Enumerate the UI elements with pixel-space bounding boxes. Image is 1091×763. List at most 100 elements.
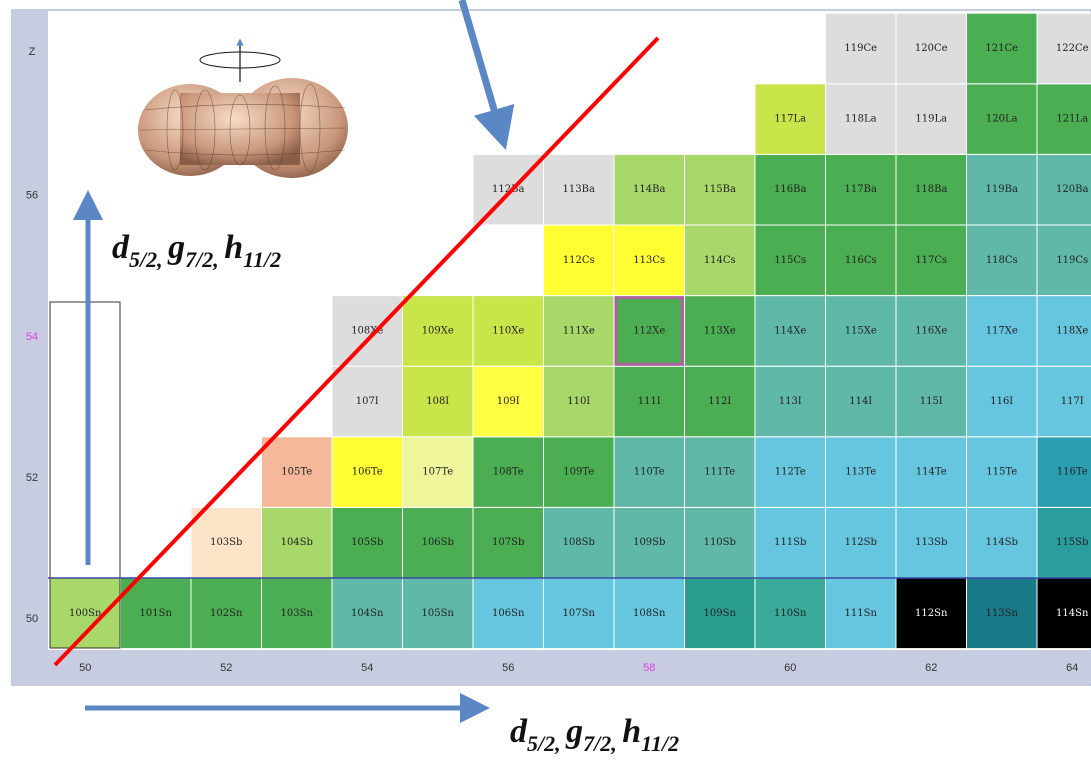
nuclide-label: 103Sb (210, 537, 242, 548)
nuclide-label: 111Sb (774, 537, 806, 548)
nuclide-label: 121La (1056, 114, 1088, 125)
nuclide-label: 109Te (563, 467, 594, 478)
orbital-label: d5/2, g7/2, h11/2 (510, 713, 679, 756)
nuclide-label: 122Ce (1056, 43, 1089, 54)
nuclide-label: 112Cs (563, 255, 595, 266)
nuclide-label: 105Sn (422, 608, 455, 619)
nuclide-label: 109Sb (633, 537, 665, 548)
nuclide-label: 112I (708, 396, 731, 407)
nuclide-label: 117I (1061, 396, 1084, 407)
orbital-subscript: 7/2, (583, 731, 622, 756)
nuclide-label: 115Xe (845, 325, 877, 336)
nuclide-label: 114Sn (1056, 608, 1089, 619)
nuclide-label: 109Sn (704, 608, 737, 619)
nuclide-label: 114I (849, 396, 872, 407)
nuclide-label: 117Cs (915, 255, 947, 266)
orbital-letter: d (510, 713, 528, 750)
nuclide-label: 115I (920, 396, 943, 407)
nuclide-label: 102Sn (210, 608, 243, 619)
nuclide-label: 117Ba (845, 184, 877, 195)
z-tick-label: 52 (26, 472, 38, 484)
nuclide-chart: 100Sn 101Sn 102Sn 103Sn 104Sn 105Sn 106Sn 107Sn… (0, 0, 1091, 763)
orbital-subscript: 7/2, (185, 247, 224, 272)
nuclide-label: 119La (915, 114, 947, 125)
nuclide-label: 106Sn (492, 608, 525, 619)
nuclide-label: 106Sb (422, 537, 454, 548)
nuclide-label: 117Xe (986, 325, 1018, 336)
nuclide-label: 120Ba (1056, 184, 1088, 195)
nuclide-label: 113Sb (915, 537, 947, 548)
nuclide-label: 110I (567, 396, 590, 407)
nuclide-label: 115Te (986, 467, 1017, 478)
n-tick-label: 54 (361, 662, 373, 674)
nuclide-label: 112Te (775, 467, 806, 478)
orbital-letter: g (565, 713, 583, 750)
n-tick-label: 52 (220, 662, 232, 674)
nuclide-label: 115Sb (1056, 537, 1088, 548)
orbital-letter: h (224, 229, 243, 266)
orbital-subscript: 11/2 (641, 731, 679, 756)
nuclide-label: 111I (638, 396, 661, 407)
z-tick-label: 50 (26, 613, 38, 625)
nuclide-label: 114Te (916, 467, 947, 478)
nuclide-label: 112Xe (633, 325, 665, 336)
nuclide-label: 113Te (845, 467, 876, 478)
nuclide-label: 114Cs (704, 255, 736, 266)
nuclide-label: 116Ba (774, 184, 806, 195)
nuclide-label: 114Ba (633, 184, 665, 195)
nuclide-label: 108Te (493, 467, 524, 478)
nuclide-label: 109I (497, 396, 520, 407)
nuclide-label: 120Ce (915, 43, 948, 54)
z-axis-strip (13, 11, 48, 684)
nuclide-label: 111Te (704, 467, 735, 478)
nuclide-label: 112Sn (915, 608, 948, 619)
nuclide-label: 105Sb (351, 537, 383, 548)
nuclide-label: 117La (774, 114, 806, 125)
nuclide-label: 119Cs (1056, 255, 1088, 266)
nuclide-label: 110Sn (774, 608, 807, 619)
n-tick-label: 50 (79, 662, 91, 674)
orbital-letter: d (112, 229, 130, 266)
nuclide-label: 118Cs (986, 255, 1018, 266)
nuclide-label: 110Sb (704, 537, 736, 548)
nuclide-label: 104Sb (281, 537, 313, 548)
nuclide-label: 113Xe (704, 325, 736, 336)
orbital-letter: h (622, 713, 641, 750)
orbital-letter: g (167, 229, 185, 266)
nuclide-label: 116I (990, 396, 1013, 407)
nuclide-label: 116Cs (845, 255, 877, 266)
nuclide-label: 100Sn (69, 608, 102, 619)
nuclide-label: 113Cs (633, 255, 665, 266)
nuclide-label: 105Te (281, 467, 312, 478)
nuclide-label: 116Xe (915, 325, 947, 336)
nuclide-label: 111Xe (563, 325, 595, 336)
nuclide-label: 113Ba (563, 184, 595, 195)
n-tick-label: 58 (643, 662, 655, 674)
nuclide-label: 109Xe (422, 325, 454, 336)
n-tick-label: 56 (502, 662, 514, 674)
nuclide-label: 112Sb (845, 537, 877, 548)
nuclide-label: 104Sn (351, 608, 384, 619)
nuclide-label: 107Sn (563, 608, 596, 619)
nuclide-label: 107I (356, 396, 379, 407)
nuclide-label: 118La (845, 114, 877, 125)
nuclide-label: 118Ba (915, 184, 947, 195)
nuclide-label: 110Te (634, 467, 665, 478)
nuclide-label: 114Sb (986, 537, 1018, 548)
orbital-subscript: 11/2 (243, 247, 281, 272)
nuclide-label: 115Cs (774, 255, 806, 266)
nuclide-label: 101Sn (140, 608, 173, 619)
nuclide-label: 114Xe (774, 325, 806, 336)
z-title: Z (29, 46, 36, 58)
z-tick-label: 56 (26, 190, 38, 202)
n-tick-label: 60 (784, 662, 796, 674)
nuclide-label: 119Ba (986, 184, 1018, 195)
n-tick-label: 64 (1066, 662, 1078, 674)
nuclide-label: 116Te (1057, 467, 1088, 478)
nuclide-label: 108Sn (633, 608, 666, 619)
nuclide-label: 110Xe (492, 325, 524, 336)
n-tick-label: 62 (925, 662, 937, 674)
nuclide-label: 119Ce (844, 43, 877, 54)
nuclide-label: 106Te (352, 467, 383, 478)
nuclide-label: 103Sn (281, 608, 314, 619)
